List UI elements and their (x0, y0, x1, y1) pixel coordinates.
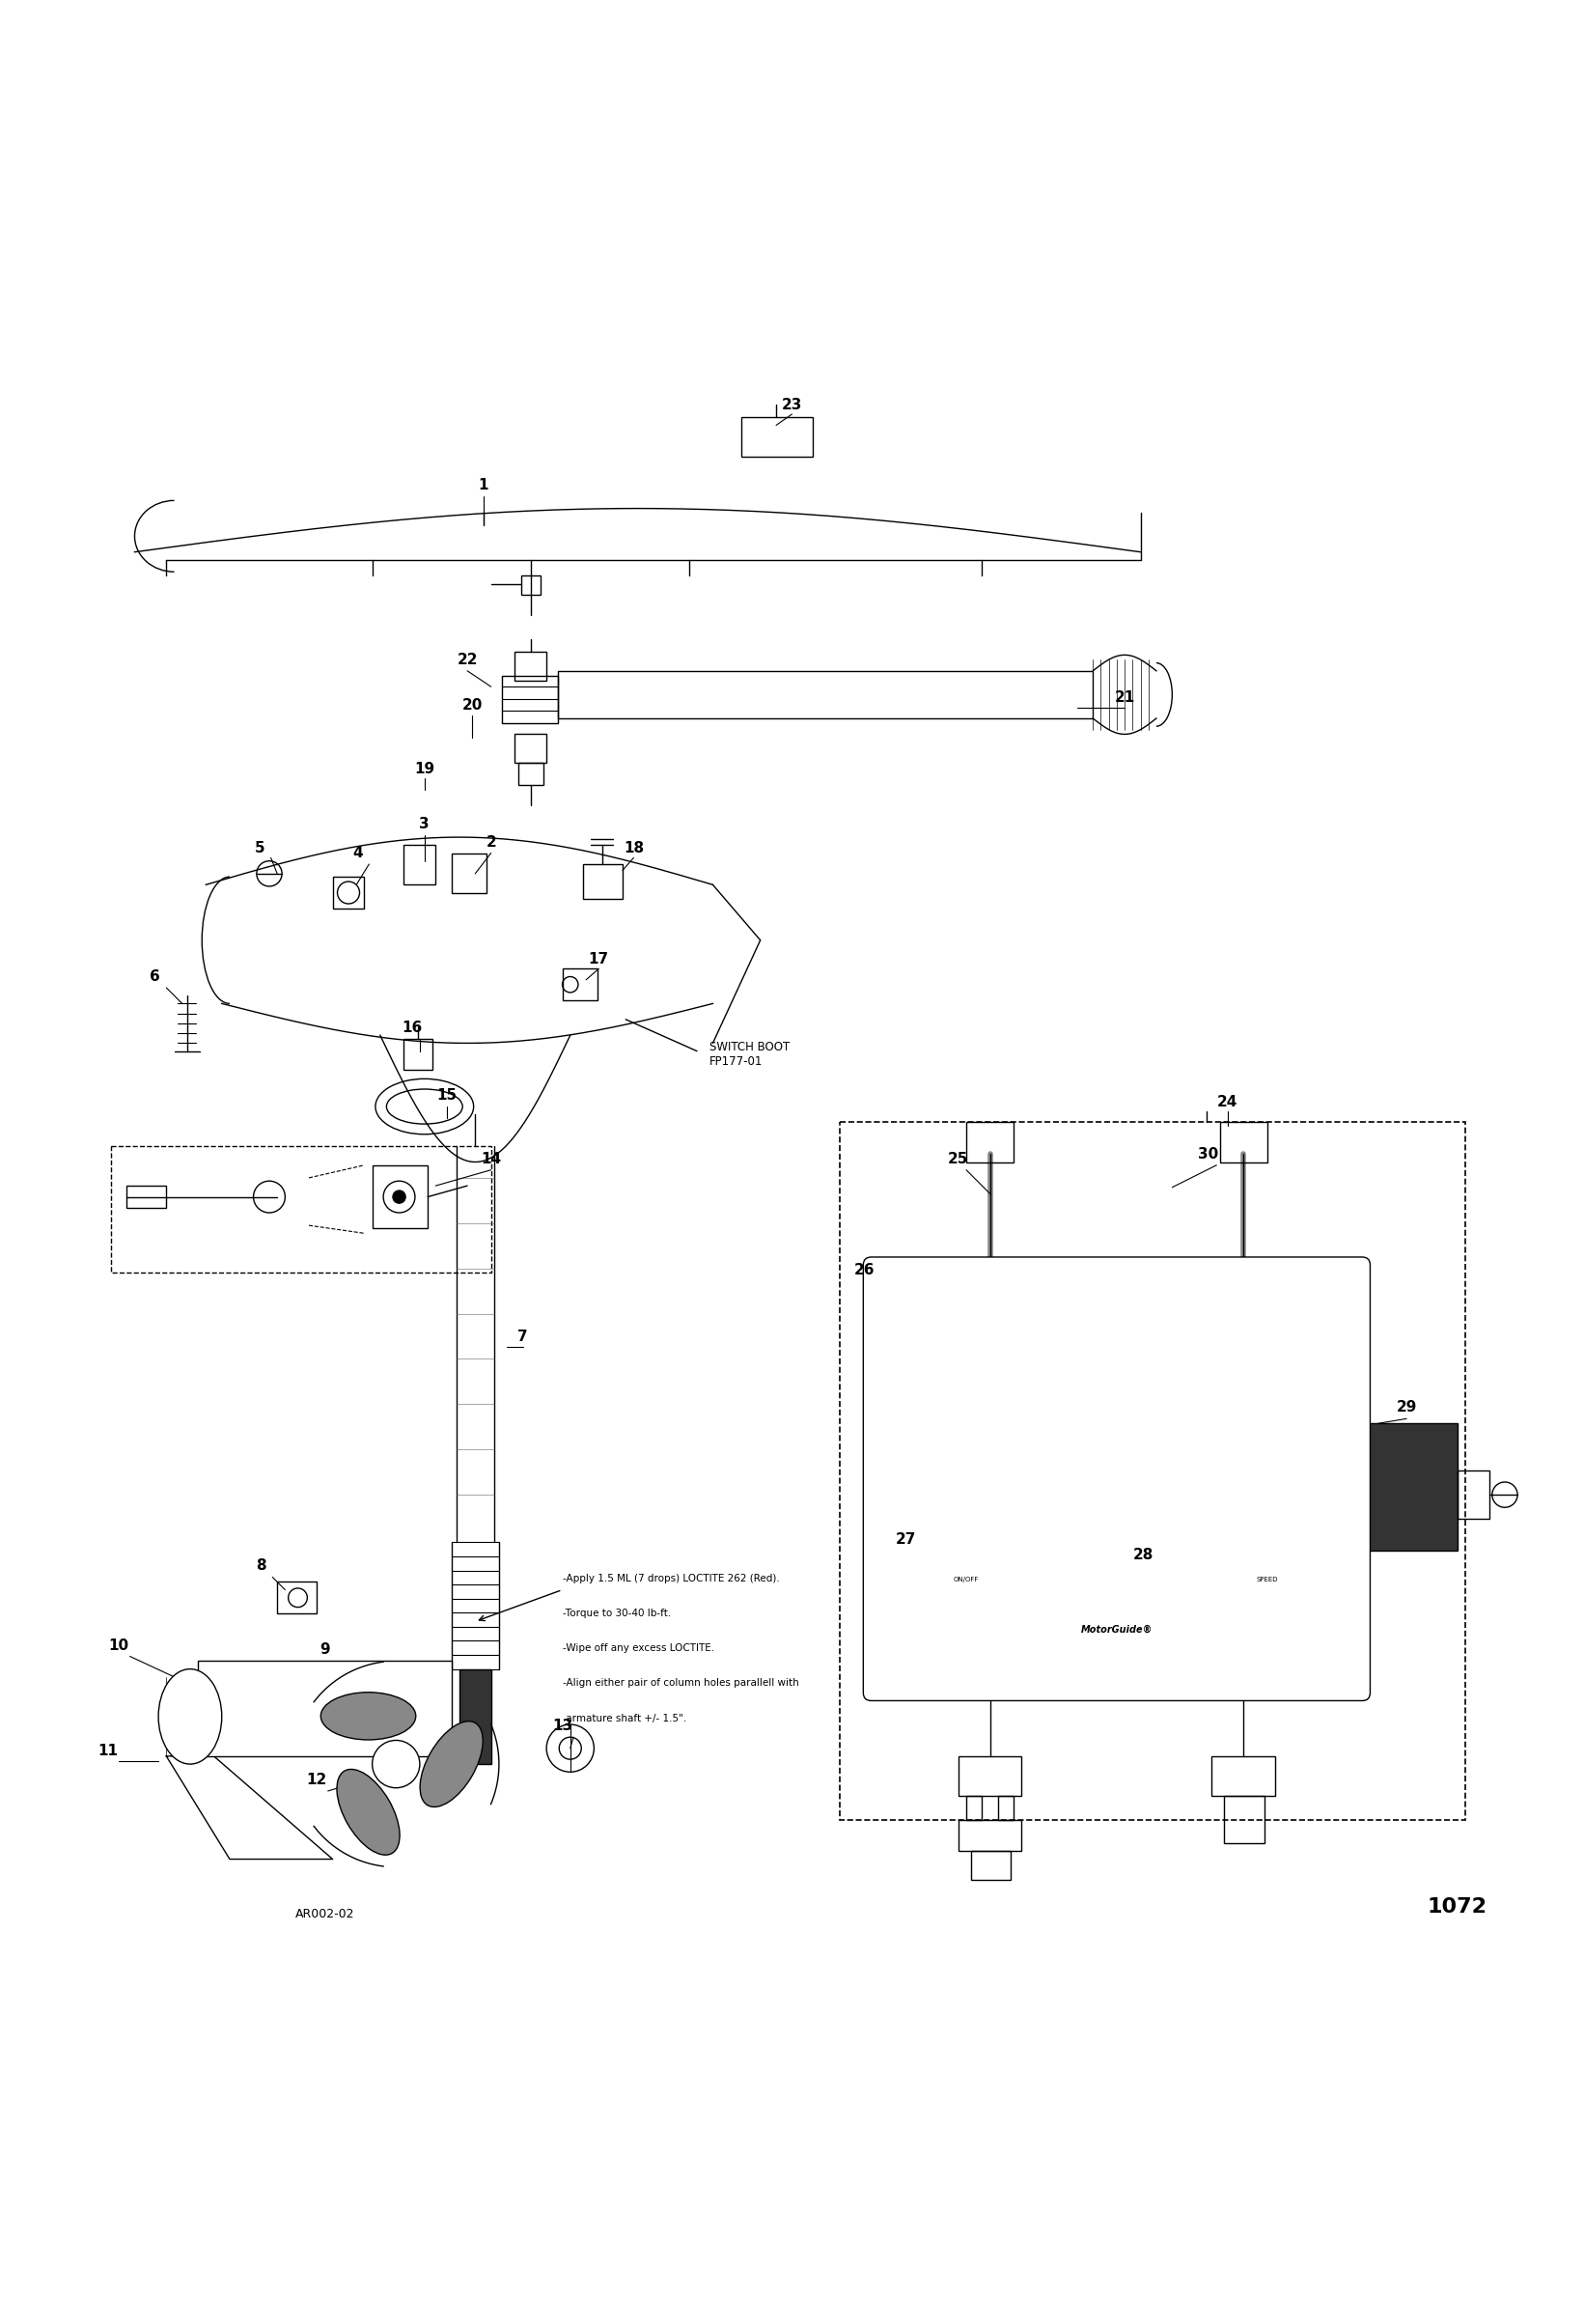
Bar (111, 1146, 491, 1274)
Text: armature shaft +/- 1.5".: armature shaft +/- 1.5". (562, 1713, 686, 1722)
Bar (1220, 1122, 1267, 1162)
Text: -Torque to 30-40 lb-ft.: -Torque to 30-40 lb-ft. (562, 1608, 670, 1618)
Text: 23: 23 (781, 397, 803, 411)
Text: MotorGuide®: MotorGuide® (1080, 1624, 1153, 1634)
Text: 26: 26 (854, 1262, 876, 1276)
Text: 1: 1 (478, 479, 488, 493)
Bar (515, 734, 546, 762)
Bar (562, 969, 597, 999)
Ellipse shape (420, 1722, 483, 1808)
Bar (372, 1164, 428, 1229)
FancyBboxPatch shape (863, 1257, 1370, 1701)
Text: 4: 4 (353, 846, 363, 860)
Text: -Apply 1.5 ML (7 drops) LOCTITE 262 (Red).: -Apply 1.5 ML (7 drops) LOCTITE 262 (Red… (562, 1573, 779, 1583)
Text: 18: 18 (624, 841, 643, 855)
Circle shape (1015, 1487, 1028, 1501)
Bar (1224, 1796, 1264, 1843)
Circle shape (1205, 1448, 1218, 1462)
Circle shape (1015, 1448, 1028, 1462)
Bar (840, 1122, 1465, 1820)
Text: SWITCH BOOT
FP177-01: SWITCH BOOT FP177-01 (710, 1041, 790, 1067)
Text: 15: 15 (437, 1088, 456, 1102)
Text: 22: 22 (456, 653, 478, 667)
Bar (518, 762, 543, 786)
Bar (459, 1669, 491, 1764)
Circle shape (383, 1181, 415, 1213)
Bar (741, 418, 813, 458)
Text: 16: 16 (402, 1020, 421, 1034)
Bar (1212, 1757, 1275, 1796)
Bar (521, 576, 540, 595)
Text: 11: 11 (98, 1743, 117, 1759)
Bar (127, 1185, 166, 1208)
Text: 6: 6 (150, 969, 160, 983)
Text: 29: 29 (1396, 1401, 1418, 1415)
Bar (404, 1039, 432, 1069)
Text: 14: 14 (482, 1153, 501, 1167)
Text: AR002-02: AR002-02 (295, 1908, 355, 1922)
Text: 1072: 1072 (1427, 1896, 1487, 1917)
Circle shape (1015, 1527, 1028, 1541)
Text: 28: 28 (1133, 1548, 1155, 1562)
Text: 2: 2 (486, 834, 496, 848)
Text: 20: 20 (461, 700, 483, 713)
Bar (1045, 1422, 1188, 1566)
Text: ON/OFF: ON/OFF (954, 1578, 979, 1583)
Text: 10: 10 (109, 1638, 128, 1652)
Bar (558, 672, 1093, 718)
Text: -Wipe off any excess LOCTITE.: -Wipe off any excess LOCTITE. (562, 1643, 714, 1652)
Bar (966, 1796, 982, 1820)
Text: 12: 12 (307, 1773, 326, 1787)
Text: 24: 24 (1217, 1095, 1239, 1109)
Circle shape (1205, 1487, 1218, 1501)
Text: 30: 30 (1199, 1146, 1218, 1162)
Bar (1457, 1471, 1489, 1518)
Bar (502, 676, 558, 723)
Bar (583, 865, 623, 899)
Bar (404, 846, 436, 885)
Text: 17: 17 (589, 953, 608, 967)
Text: 3: 3 (420, 818, 429, 832)
Bar (451, 853, 486, 892)
Bar (333, 876, 364, 909)
Ellipse shape (320, 1692, 415, 1741)
Text: 13: 13 (553, 1720, 572, 1734)
Text: 19: 19 (415, 762, 434, 776)
Bar (971, 1852, 1011, 1880)
Text: 25: 25 (947, 1153, 969, 1167)
Bar (998, 1796, 1014, 1820)
Bar (966, 1122, 1014, 1162)
Bar (1362, 1422, 1457, 1550)
Text: 21: 21 (1115, 690, 1134, 704)
Circle shape (393, 1190, 406, 1204)
Text: 7: 7 (518, 1329, 527, 1343)
Circle shape (1205, 1527, 1218, 1541)
Circle shape (372, 1741, 420, 1787)
Text: 27: 27 (895, 1532, 917, 1545)
Ellipse shape (337, 1769, 399, 1855)
Bar (515, 651, 546, 681)
Ellipse shape (158, 1669, 222, 1764)
Bar (958, 1820, 1022, 1852)
Text: -Align either pair of column holes parallell with: -Align either pair of column holes paral… (562, 1678, 798, 1687)
Bar (958, 1757, 1022, 1796)
Bar (277, 1583, 317, 1613)
Text: 5: 5 (255, 841, 265, 855)
Text: 8: 8 (257, 1559, 266, 1573)
Bar (198, 1662, 451, 1757)
Text: 9: 9 (320, 1643, 329, 1657)
Text: SPEED: SPEED (1256, 1578, 1278, 1583)
